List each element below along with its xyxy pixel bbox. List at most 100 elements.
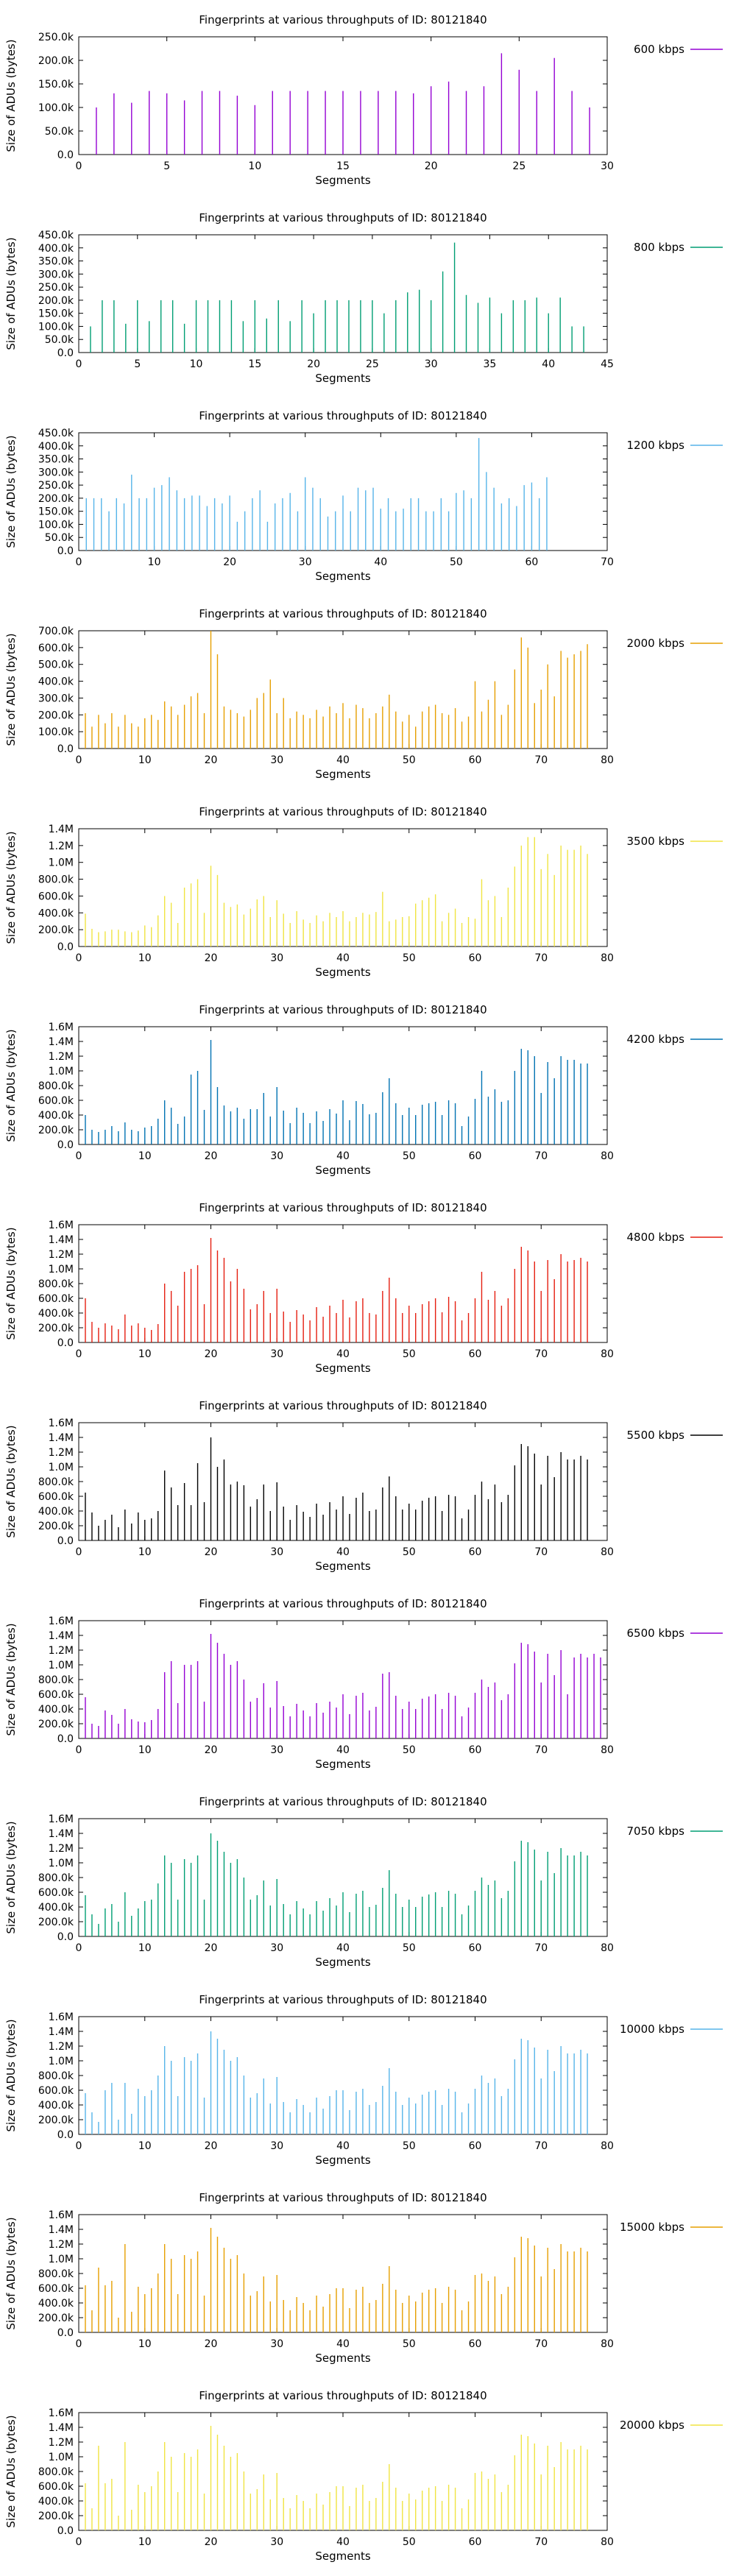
y-tick-label: 400.0k <box>38 676 74 688</box>
chart-title: Fingerprints at various throughputs of I… <box>199 2191 486 2204</box>
y-tick-label: 800.0k <box>38 1080 74 1092</box>
x-tick-label: 10 <box>138 952 152 964</box>
x-tick-label: 70 <box>534 2140 548 2152</box>
x-tick-label: 60 <box>469 1150 482 1162</box>
y-tick-label: 600.0k <box>38 643 74 654</box>
y-tick-label: 600.0k <box>38 1887 74 1899</box>
y-tick-label: 200.0k <box>38 2115 74 2126</box>
y-tick-label: 0.0 <box>57 1139 74 1151</box>
chart-title: Fingerprints at various throughputs of I… <box>199 607 486 620</box>
y-axis-label: Size of ADUs (bytes) <box>4 435 18 548</box>
y-tick-label: 0.0 <box>57 1337 74 1349</box>
x-tick-label: 80 <box>601 754 614 766</box>
x-tick-label: 80 <box>601 1942 614 1954</box>
x-tick-label: 50 <box>403 2338 416 2350</box>
chart-panel-7: Fingerprints at various throughputs of I… <box>4 1201 723 1375</box>
chart-panel-6: Fingerprints at various throughputs of I… <box>4 1003 723 1177</box>
y-tick-label: 1.0M <box>49 1660 74 1671</box>
y-tick-label: 800.0k <box>38 2070 74 2082</box>
y-tick-label: 200.0k <box>38 493 74 505</box>
y-tick-label: 200.0k <box>38 924 74 936</box>
x-tick-label: 40 <box>336 754 350 766</box>
y-tick-label: 1.6M <box>49 1616 74 1627</box>
y-tick-label: 1.6M <box>49 1814 74 1825</box>
x-tick-label: 20 <box>205 2338 218 2350</box>
y-tick-label: 1.2M <box>49 1051 74 1063</box>
y-tick-label: 1.4M <box>49 1036 74 1048</box>
chart-panel-2: Fingerprints at various throughputs of I… <box>4 211 723 385</box>
y-tick-label: 0.0 <box>57 545 74 557</box>
y-tick-label: 1.4M <box>49 1630 74 1642</box>
y-tick-label: 300.0k <box>38 693 74 704</box>
y-tick-label: 200.0k <box>38 1323 74 1334</box>
y-tick-label: 800.0k <box>38 1476 74 1488</box>
y-tick-label: 1.6M <box>49 1022 74 1033</box>
chart-panel-5: Fingerprints at various throughputs of I… <box>4 805 723 979</box>
x-tick-label: 0 <box>76 952 82 964</box>
y-axis-label: Size of ADUs (bytes) <box>4 831 18 944</box>
x-tick-label: 70 <box>534 1942 548 1954</box>
y-tick-label: 400.0k <box>38 2100 74 2112</box>
y-tick-label: 600.0k <box>38 2085 74 2097</box>
y-tick-label: 350.0k <box>38 256 74 268</box>
x-tick-label: 20 <box>205 2140 218 2152</box>
y-tick-label: 1.2M <box>49 2437 74 2449</box>
x-axis-label: Segments <box>315 966 371 979</box>
x-tick-label: 60 <box>469 2536 482 2548</box>
chart-title: Fingerprints at various throughputs of I… <box>199 2389 486 2402</box>
x-tick-label: 30 <box>270 2536 283 2548</box>
y-tick-label: 1.6M <box>49 2011 74 2023</box>
chart-title: Fingerprints at various throughputs of I… <box>199 1201 486 1214</box>
x-tick-label: 70 <box>534 2536 548 2548</box>
y-axis-label: Size of ADUs (bytes) <box>4 237 18 350</box>
y-tick-label: 100.0k <box>38 726 74 738</box>
x-tick-label: 0 <box>76 2338 82 2350</box>
x-tick-label: 10 <box>138 2338 152 2350</box>
x-tick-label: 40 <box>336 952 350 964</box>
x-tick-label: 0 <box>76 1546 82 1558</box>
y-tick-label: 200.0k <box>38 1521 74 1532</box>
x-tick-label: 20 <box>425 160 438 172</box>
y-tick-label: 600.0k <box>38 1689 74 1701</box>
y-tick-label: 1.0M <box>49 857 74 869</box>
y-tick-label: 600.0k <box>38 891 74 902</box>
x-tick-label: 70 <box>534 1744 548 1756</box>
x-tick-label: 25 <box>366 358 379 370</box>
chart-panel-3: Fingerprints at various throughputs of I… <box>4 409 723 583</box>
chart-panel-13: Fingerprints at various throughputs of I… <box>4 2389 723 2563</box>
x-tick-label: 10 <box>138 1348 152 1360</box>
y-tick-label: 0.0 <box>57 1931 74 1943</box>
x-tick-label: 20 <box>205 952 218 964</box>
chart-title: Fingerprints at various throughputs of I… <box>199 1993 486 2006</box>
chart-title: Fingerprints at various throughputs of I… <box>199 1597 486 1610</box>
y-tick-label: 1.6M <box>49 2209 74 2221</box>
x-tick-label: 0 <box>76 1942 82 1954</box>
y-tick-label: 1.4M <box>49 1432 74 1444</box>
x-tick-label: 60 <box>469 1348 482 1360</box>
x-tick-label: 10 <box>138 1942 152 1954</box>
y-tick-label: 0.0 <box>57 1535 74 1547</box>
x-axis-label: Segments <box>315 2154 371 2167</box>
y-tick-label: 1.4M <box>49 1234 74 1246</box>
x-tick-label: 25 <box>512 160 526 172</box>
y-tick-label: 400.0k <box>38 243 74 255</box>
x-tick-label: 30 <box>270 1150 283 1162</box>
y-tick-label: 1.6M <box>49 2407 74 2419</box>
x-axis-label: Segments <box>315 570 371 583</box>
x-tick-label: 20 <box>205 1546 218 1558</box>
y-tick-label: 600.0k <box>38 2283 74 2295</box>
chart-panel-8: Fingerprints at various throughputs of I… <box>4 1399 723 1573</box>
x-tick-label: 20 <box>205 2536 218 2548</box>
x-tick-label: 0 <box>76 2536 82 2548</box>
chart-panel-4: Fingerprints at various throughputs of I… <box>4 607 723 781</box>
chart-title: Fingerprints at various throughputs of I… <box>199 13 486 26</box>
x-tick-label: 40 <box>336 1150 350 1162</box>
y-axis-label: Size of ADUs (bytes) <box>4 1227 18 1340</box>
x-tick-label: 0 <box>76 1150 82 1162</box>
x-tick-label: 50 <box>403 1744 416 1756</box>
x-tick-label: 70 <box>534 754 548 766</box>
y-tick-label: 1.4M <box>49 1828 74 1840</box>
x-tick-label: 15 <box>336 160 350 172</box>
chart-title: Fingerprints at various throughputs of I… <box>199 805 486 818</box>
x-tick-label: 20 <box>307 358 320 370</box>
